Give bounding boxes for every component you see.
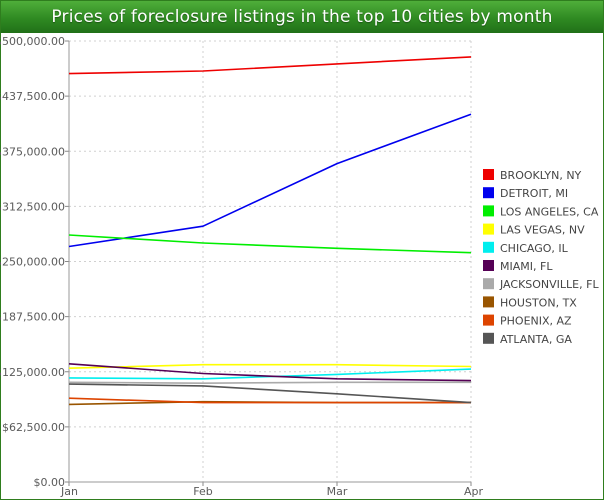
legend-label: DETROIT, MI (500, 187, 568, 200)
y-tick-label: $125,000.00 (0, 366, 65, 379)
legend: BROOKLYN, NY DETROIT, MI LOS ANGELES, CA LA… (483, 169, 599, 346)
series-line (68, 363, 472, 369)
legend-label: BROOKLYN, NY (500, 169, 582, 182)
y-tick-label: $0.00 (34, 476, 66, 489)
legend-label: MIAMI, FL (500, 260, 553, 273)
axes (65, 40, 472, 486)
legend-swatch (483, 205, 494, 217)
y-tick-label: $187,500.00 (0, 311, 65, 324)
legend-label: PHOENIX, AZ (500, 315, 572, 328)
y-tick-label: $312,500.00 (0, 200, 65, 213)
legend-swatch (483, 241, 494, 253)
x-tick-label: Mar (327, 485, 348, 498)
legend-swatch (483, 332, 494, 344)
legend-swatch (483, 278, 494, 290)
grid-lines (69, 40, 472, 482)
x-tick-label: Apr (464, 485, 484, 498)
legend-label: JACKSONVILLE, FL (499, 278, 599, 291)
legend-label: CHICAGO, IL (500, 242, 569, 255)
legend-swatch (483, 296, 494, 308)
x-tick-labels: Jan Feb Mar Apr (60, 485, 483, 498)
legend-label: LOS ANGELES, CA (500, 205, 599, 218)
y-tick-label: $62,500.00 (2, 421, 65, 434)
y-tick-label: $375,000.00 (0, 145, 65, 158)
y-tick-labels: $0.00 $62,500.00 $125,000.00 $187,500.00 $25… (0, 35, 65, 489)
series-line (68, 368, 472, 380)
legend-swatch (483, 260, 494, 271)
series-line (68, 56, 472, 75)
series-line (68, 363, 472, 382)
series-line (68, 397, 471, 404)
series-line (68, 383, 472, 404)
y-tick-label: $500,000.00 (0, 35, 65, 48)
legend-label: HOUSTON, TX (500, 296, 577, 309)
legend-swatch (483, 187, 494, 199)
legend-swatch (483, 223, 494, 235)
legend-label: ATLANTA, GA (500, 333, 572, 346)
x-tick-label: Feb (193, 485, 212, 498)
series-line (68, 113, 472, 248)
series-line (68, 381, 471, 385)
series-lines (68, 56, 472, 406)
legend-swatch (483, 169, 494, 180)
chart-title: Prices of foreclosure listings in the to… (1, 1, 603, 33)
legend-label: LAS VEGAS, NV (500, 224, 585, 237)
series-line (68, 234, 472, 254)
legend-swatch (483, 314, 494, 326)
y-tick-label: $250,000.00 (0, 256, 65, 269)
y-tick-label: $437,500.00 (0, 90, 65, 103)
x-tick-label: Jan (60, 485, 78, 498)
